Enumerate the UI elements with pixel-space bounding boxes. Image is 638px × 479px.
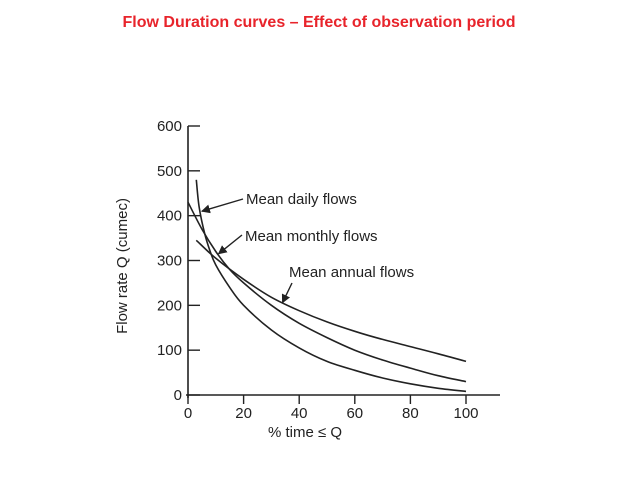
y-tick-label: 0 [174, 387, 182, 404]
y-tick-label: 600 [157, 118, 182, 135]
chart-annotations: Mean daily flows Mean monthly flows Mean a… [200, 191, 414, 304]
chart-series [187, 179, 467, 393]
x-tick-label: 60 [346, 405, 363, 422]
x-tick-label: 0 [184, 405, 192, 422]
x-tick-label: 40 [291, 405, 308, 422]
y-axis-label: Flow rate Q (cumec) [114, 198, 131, 334]
x-axis-label: % time ≤ Q [268, 424, 342, 441]
y-tick-label: 300 [157, 253, 182, 270]
y-tick-label: 500 [157, 163, 182, 180]
series-line-mean-monthly-flows [187, 201, 467, 383]
annotation-label-mean-daily-flows: Mean daily flows [246, 191, 357, 208]
annotation-label-mean-monthly-flows: Mean monthly flows [245, 228, 378, 245]
annotation-arrow [281, 282, 293, 304]
y-tick-label: 200 [157, 297, 182, 314]
series-line-mean-annual-flows [195, 239, 467, 363]
annotation-label-mean-annual-flows: Mean annual flows [289, 264, 414, 281]
x-tick-label: 80 [402, 405, 419, 422]
y-tick-label: 400 [157, 208, 182, 225]
chart-ticks: 0 100 200 300 400 500 600 0 20 40 60 80 100 [157, 118, 479, 422]
annotation-arrow [200, 198, 244, 214]
series-line-mean-daily-flows [195, 179, 467, 393]
annotation-arrow [217, 234, 243, 255]
x-tick-label: 100 [453, 405, 478, 422]
slide-title: Flow Duration curves – Effect of observa… [122, 14, 516, 31]
y-tick-label: 100 [157, 342, 182, 359]
x-tick-label: 20 [235, 405, 252, 422]
